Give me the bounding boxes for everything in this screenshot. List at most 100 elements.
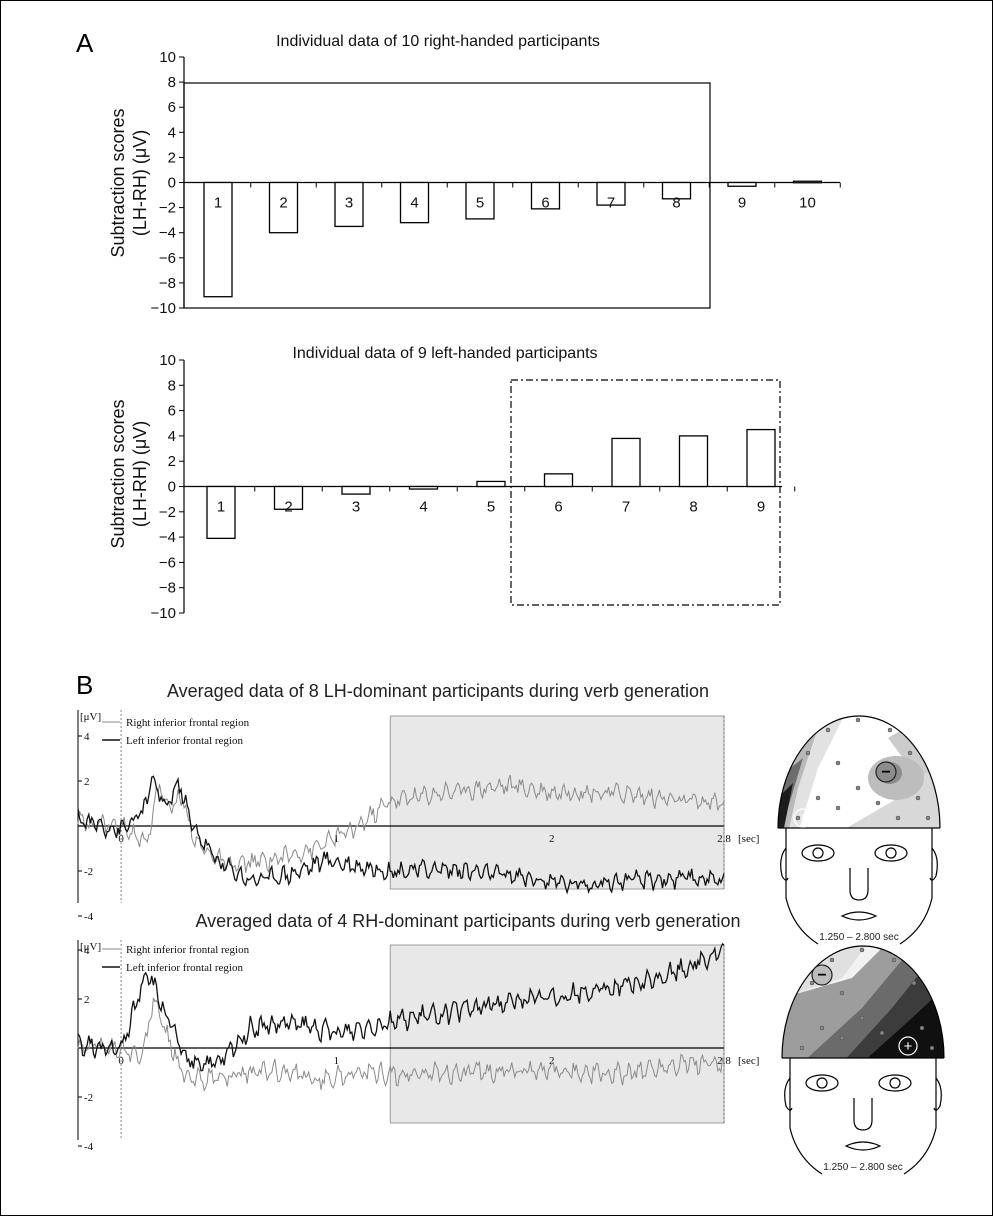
eeg-chart-3-ytick-label: 4 [84,731,90,743]
bar-chart-2-ytick-label: 2 [168,453,176,470]
eeg-chart-4-x-unit: [sec] [738,1055,759,1067]
bar-chart-1-category-label: 2 [279,195,287,212]
eeg-chart-4-series-right [77,997,725,1092]
bar-2-2 [273,485,304,510]
bar-chart-1-ytick-label: 8 [168,74,176,91]
bar-chart-1-ytick-label: −10 [151,300,176,317]
bar-chart-1-highlight-box [183,82,711,309]
eeg-chart-4-unit-label: [μV] [80,941,101,953]
bar-chart-2-ylabel-line2: (LH-RH) (μV) [130,421,150,527]
headmap-1-plus-symbol: + [799,810,808,827]
bar-chart-1-ytick-label: −8 [159,275,176,292]
bar-chart-1-category-label: 7 [607,195,615,212]
bar-chart-2-ytick-label: 4 [168,428,176,445]
bar-chart-2-ytick-label: 8 [168,377,176,394]
bar-chart-1-category-label: 1 [214,195,222,212]
bar-chart-2-ytick-label: −2 [159,504,176,521]
eeg-chart-4-legend-label: Left inferior frontal region [126,962,243,974]
bar-chart-2-ytick-label: 10 [159,352,176,369]
eeg-chart-lh-dominant: Averaged data of 8 LH-dominant participa… [77,681,759,923]
bar-chart-1-category-label: 3 [345,195,353,212]
bar-chart-1-ytick-label: 6 [168,99,176,116]
headmap-rh-dominant: − + 1.250 – 2.800 sec [781,945,945,1175]
headmap-2-negative-marker [811,964,833,986]
bar-chart-2-ytick-label: −10 [151,605,176,622]
bar-chart-2-category-label: 1 [217,499,225,516]
bar-chart-1-category-label: 4 [410,195,418,212]
bar-chart-1-ytick-label: −6 [159,250,176,267]
bar-chart-2-title: Individual data of 9 left-handed partici… [292,345,597,362]
bar-1-4 [399,181,430,224]
bar-chart-2-category-label: 2 [284,499,292,516]
bar-1-3 [334,181,364,228]
bar-chart-2-ylabel-line1: Subtraction scores [108,399,128,548]
headmap-2-minus-symbol: − [817,967,826,984]
eeg-chart-3-analysis-window [389,715,725,890]
eeg-chart-3-ytick-label: -2 [84,866,93,878]
eeg-chart-4-xtick-label: 1 [334,1055,340,1067]
headmap-1-minus-symbol: − [881,764,890,781]
headmap-1-time: 1.250 – 2.800 sec [819,932,899,943]
bar-chart-1-ytick-label: 2 [168,149,176,166]
eeg-chart-4-xtick-label: 0 [118,1055,124,1067]
headmap-1-negative-marker [875,761,897,783]
bar-2-3 [341,485,371,495]
bar-chart-1-ytick-label: 10 [159,49,176,66]
bar-chart-1-category-label: 6 [541,195,549,212]
headmap-2-time: 1.250 – 2.800 sec [823,1162,903,1173]
bar-1-10 [792,180,823,184]
headmap-lh-dominant: − + 1.250 – 2.800 sec [777,715,941,945]
bar-1-6 [530,181,561,210]
bar-2-5 [476,480,506,488]
headmap-2-positive-marker [898,1036,918,1056]
bar-chart-2-category-label: 6 [554,499,562,516]
bar-chart-left-handed: Individual data of 9 left-handed partici… [108,345,796,622]
bar-chart-2-category-label: 5 [487,499,495,516]
bar-chart-2-ytick-label: 0 [168,479,176,496]
eeg-chart-1-title: Averaged data of 8 LH-dominant participa… [167,681,709,701]
bar-1-1 [203,181,233,298]
bar-1-9 [727,181,757,187]
bar-chart-2-highlight-box [510,379,781,606]
bar-chart-2-category-label: 4 [419,499,427,516]
headmap-2-plus-symbol: + [904,1038,913,1055]
eeg-chart-3-series-left [77,775,725,895]
bar-chart-1-ytick-label: −2 [159,200,176,217]
eeg-chart-3-xtick-label: 2 [549,833,555,845]
eeg-chart-3-unit-label: [μV] [80,711,101,723]
eeg-chart-4-ytick-label: -2 [84,1092,93,1104]
eeg-chart-3-ytick-label: 2 [84,776,90,788]
bar-2-9 [746,428,776,488]
panel-b-label: B [76,670,93,700]
eeg-chart-3-legend-label: Left inferior frontal region [126,735,243,747]
bar-chart-2-category-label: 3 [352,499,360,516]
bar-chart-1-ylabel-line1: Subtraction scores [108,108,128,257]
eeg-chart-3-x-unit: [sec] [738,833,759,845]
eeg-chart-3-legend-label: Right inferior frontal region [126,717,250,729]
bar-chart-1-ytick-label: −4 [159,225,176,242]
headmap-1-positive-marker [793,808,813,828]
eeg-chart-4-series-left [77,942,725,1072]
bar-chart-1-ylabel-line2: (LH-RH) (μV) [130,130,150,236]
bar-chart-1-ytick-label: 4 [168,124,176,141]
eeg-chart-4-ytick-label: 2 [84,994,90,1006]
bar-2-7 [611,437,641,488]
bar-chart-1-category-label: 8 [672,195,680,212]
bar-chart-2-ytick-label: −4 [159,529,176,546]
bar-chart-2-category-label: 9 [757,499,765,516]
bar-2-4 [408,485,439,490]
eeg-chart-3-series-right [77,774,725,874]
panel-a-label: A [76,28,94,58]
bar-1-7 [596,181,626,206]
bar-chart-2-ytick-label: 6 [168,403,176,420]
bar-1-8 [661,181,692,200]
eeg-chart-4-ytick-label: -4 [84,1141,94,1153]
bar-2-6 [543,473,574,488]
bar-1-2 [268,181,299,234]
eeg-chart-4-analysis-window [389,944,725,1124]
bar-chart-2-ytick-label: −6 [159,554,176,571]
eeg-chart-4-xtick-label: 2 [549,1055,555,1067]
bar-chart-1-category-label: 10 [799,195,816,212]
bar-chart-2-category-label: 8 [689,499,697,516]
